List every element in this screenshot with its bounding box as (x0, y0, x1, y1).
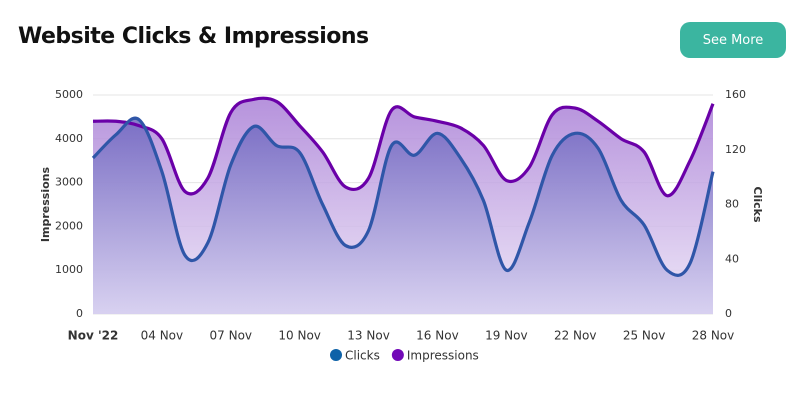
y2-tick-label: 80 (725, 198, 739, 211)
y-tick-label: 2000 (55, 219, 83, 232)
y2-tick-label: 0 (725, 307, 732, 320)
area (93, 118, 713, 314)
y-tick-label: 0 (76, 307, 83, 320)
x-tick-label: 07 Nov (210, 329, 253, 343)
x-tick-label: 19 Nov (485, 329, 528, 343)
x-tick-label: 04 Nov (141, 329, 184, 343)
x-tick-label: Nov '22 (68, 329, 119, 343)
y2-axis-label: Clicks (751, 187, 764, 223)
y2-tick-label: 160 (725, 88, 746, 101)
legend-label: Clicks (345, 349, 380, 363)
see-more-button[interactable]: See More (680, 22, 786, 58)
chart-title: Website Clicks & Impressions (18, 24, 369, 49)
y-tick-label: 5000 (55, 88, 83, 101)
legend-marker (330, 349, 342, 361)
y-tick-label: 1000 (55, 263, 83, 276)
y-axis-label: Impressions (39, 166, 52, 242)
y-tick-label: 3000 (55, 176, 83, 189)
y2-tick-label: 40 (725, 252, 739, 265)
y-tick-label: 4000 (55, 132, 83, 145)
line (92, 96, 715, 198)
legend-marker (391, 349, 404, 361)
line (91, 116, 715, 277)
legend-label: Impressions (407, 349, 479, 363)
x-tick-label: 22 Nov (554, 329, 597, 343)
x-tick-label: 13 Nov (347, 329, 390, 343)
y2-tick-label: 120 (725, 143, 746, 156)
x-tick-label: 16 Nov (416, 329, 459, 343)
x-tick-label: 25 Nov (623, 329, 666, 343)
x-tick-label: 10 Nov (278, 329, 321, 343)
x-tick-label: 28 Nov (692, 329, 735, 343)
